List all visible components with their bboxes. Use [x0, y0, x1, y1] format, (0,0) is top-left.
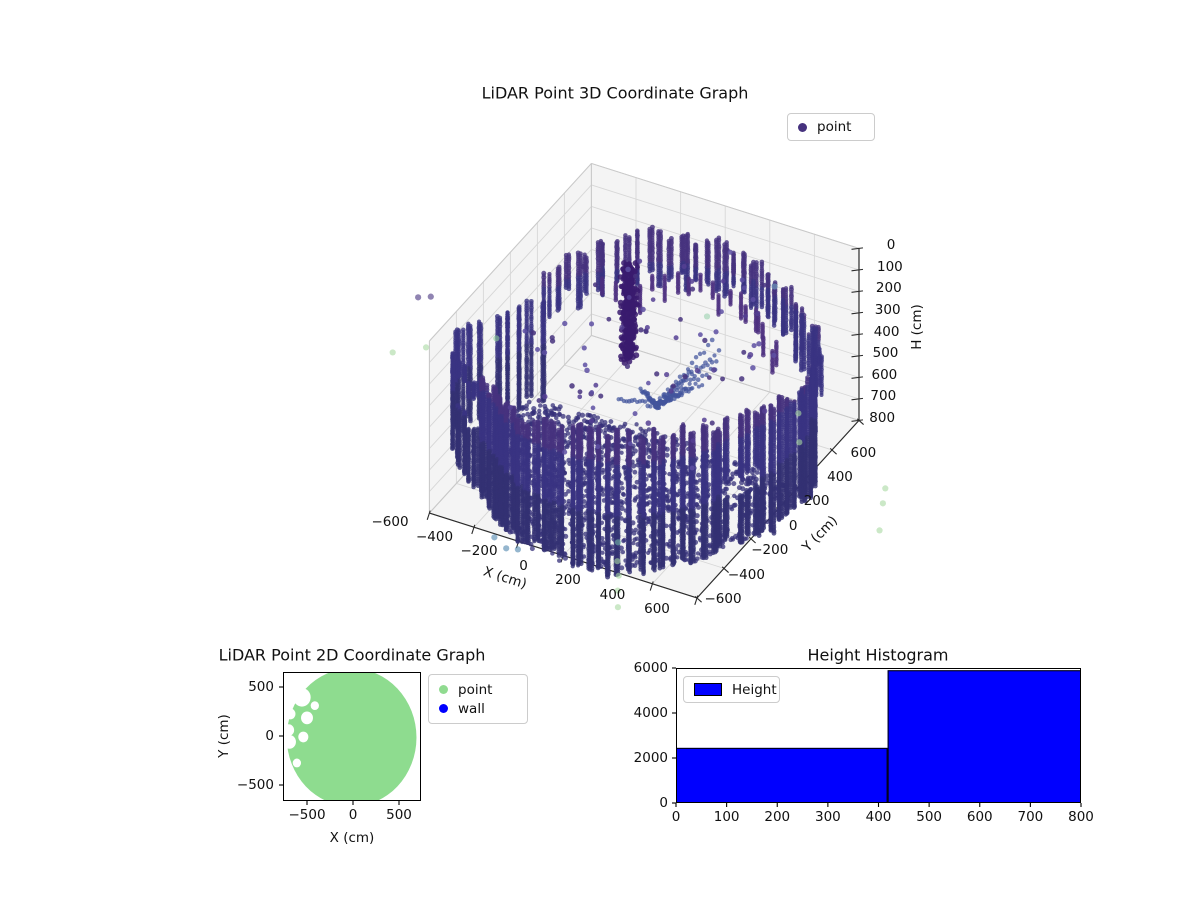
plot3d-zlabel: H (cm) — [909, 304, 925, 350]
height-swatch-icon — [694, 683, 722, 696]
plot3d-y-tick-label: −600 — [704, 591, 742, 607]
histogram-x-tick-label: 300 — [814, 809, 841, 825]
plot3d-z-tick-label: 800 — [869, 410, 896, 427]
histogram-legend-label: Height — [732, 681, 777, 698]
plot3d-z-tick-label: 600 — [871, 366, 898, 383]
histogram-x-tick-label: 0 — [671, 809, 681, 825]
histogram-legend: Height — [683, 676, 780, 703]
plot3d-x-tick-label: −600 — [371, 514, 409, 530]
plot3d-legend: point — [787, 113, 875, 141]
plot2d-y-tick-label: −500 — [236, 777, 274, 793]
plot2d-x-tick-label: 500 — [386, 807, 412, 823]
plot3d-x-tick-label: 400 — [599, 586, 626, 603]
point2d-marker-icon — [439, 685, 448, 694]
plot3d-z-tick-label: 400 — [873, 323, 900, 340]
plot2d-legend-label-point: point — [458, 681, 493, 698]
histogram-title: Height Histogram — [807, 645, 949, 665]
plot3d-z-tick-label: 300 — [874, 301, 901, 318]
plot3d-legend-label: point — [817, 119, 852, 135]
histogram-x-tick-label: 800 — [1068, 809, 1094, 825]
histogram-x-tick-label: 400 — [865, 809, 892, 825]
histogram-legend-row: Height — [694, 682, 777, 698]
plot2d-legend-row-point: point — [439, 682, 517, 698]
histogram-x-tick-label: 100 — [713, 809, 740, 825]
plot3d-legend-row: point — [798, 119, 864, 135]
wall-marker-icon — [439, 704, 448, 713]
histogram-x-tick-label: 600 — [966, 809, 993, 825]
plot3d-x-tick-label: 600 — [644, 601, 670, 617]
plot2d-y-tick-label: 0 — [265, 728, 274, 744]
plot3d-z-tick-label: 500 — [872, 345, 899, 362]
histogram-y-tick-label: 4000 — [633, 705, 668, 721]
plot3d-y-tick-label: −200 — [751, 542, 789, 559]
plot3d-x-tick-label: −200 — [460, 543, 498, 559]
plot2d-title: LiDAR Point 2D Coordinate Graph — [218, 645, 486, 665]
plot3d-y-tick-label: −400 — [727, 566, 765, 583]
plot3d-title: LiDAR Point 3D Coordinate Graph — [481, 83, 749, 103]
histogram-x-tick-label: 200 — [764, 809, 791, 825]
plot3d-y-tick-label: 200 — [803, 493, 830, 510]
plot3d-x-tick-label: 200 — [555, 572, 581, 588]
plot3d-y-tick-label: 0 — [788, 517, 798, 534]
plot2d-ylabel: Y (cm) — [216, 714, 232, 758]
plot2d-legend: point wall — [428, 674, 528, 724]
plot3d-y-tick-label: 600 — [850, 444, 877, 461]
plot3d-z-tick-label: 200 — [875, 280, 902, 297]
plot2d-x-tick-label: 0 — [348, 807, 358, 823]
plot2d-xlabel: X (cm) — [329, 830, 375, 846]
plot3d-z-tick-label: 0 — [886, 237, 896, 253]
plot2d-y-tick-label: 500 — [248, 679, 274, 695]
plot2d-legend-label-wall: wall — [458, 700, 485, 717]
histogram-y-tick-label: 2000 — [633, 750, 668, 766]
plot3d-x-tick-label: −400 — [415, 528, 454, 545]
plot3d-x-tick-label: 0 — [519, 557, 528, 574]
histogram-x-tick-label: 700 — [1017, 809, 1044, 825]
plot3d-z-tick-label: 700 — [870, 388, 897, 405]
plot2d-x-tick-label: −500 — [288, 807, 326, 823]
histogram-x-tick-label: 500 — [916, 809, 943, 825]
plot3d-y-tick-label: 400 — [827, 469, 853, 485]
histogram-y-tick-label: 0 — [659, 795, 668, 811]
point-marker-icon — [798, 122, 807, 132]
plot3d-z-tick-label: 100 — [877, 258, 903, 275]
histogram-y-tick-label: 6000 — [633, 660, 668, 676]
plot2d-legend-row-wall: wall — [439, 701, 517, 717]
